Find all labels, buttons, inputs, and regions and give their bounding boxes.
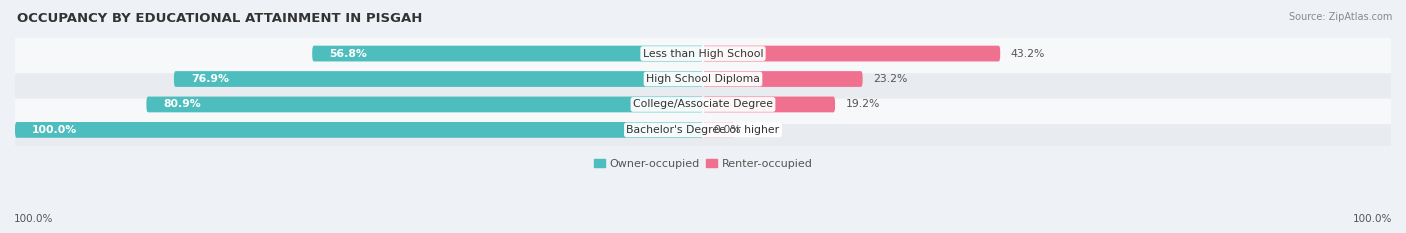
Text: Source: ZipAtlas.com: Source: ZipAtlas.com xyxy=(1288,12,1392,22)
Text: 80.9%: 80.9% xyxy=(163,99,201,110)
FancyBboxPatch shape xyxy=(13,59,1393,99)
Text: College/Associate Degree: College/Associate Degree xyxy=(633,99,773,110)
Text: Bachelor's Degree or higher: Bachelor's Degree or higher xyxy=(627,125,779,135)
FancyBboxPatch shape xyxy=(174,71,703,87)
FancyBboxPatch shape xyxy=(703,122,734,138)
Text: Less than High School: Less than High School xyxy=(643,48,763,58)
FancyBboxPatch shape xyxy=(703,96,835,112)
FancyBboxPatch shape xyxy=(15,122,703,138)
Text: 23.2%: 23.2% xyxy=(873,74,907,84)
FancyBboxPatch shape xyxy=(703,71,863,87)
Text: 76.9%: 76.9% xyxy=(191,74,229,84)
Text: 0.0%: 0.0% xyxy=(713,125,741,135)
Text: OCCUPANCY BY EDUCATIONAL ATTAINMENT IN PISGAH: OCCUPANCY BY EDUCATIONAL ATTAINMENT IN P… xyxy=(17,12,422,25)
FancyBboxPatch shape xyxy=(703,46,1000,62)
Text: 100.0%: 100.0% xyxy=(1353,214,1392,224)
Text: 100.0%: 100.0% xyxy=(32,125,77,135)
FancyBboxPatch shape xyxy=(13,34,1393,73)
Legend: Owner-occupied, Renter-occupied: Owner-occupied, Renter-occupied xyxy=(589,154,817,173)
Text: 19.2%: 19.2% xyxy=(845,99,880,110)
Text: 43.2%: 43.2% xyxy=(1011,48,1045,58)
Text: 100.0%: 100.0% xyxy=(14,214,53,224)
Text: 56.8%: 56.8% xyxy=(329,48,367,58)
FancyBboxPatch shape xyxy=(13,85,1393,124)
FancyBboxPatch shape xyxy=(146,96,703,112)
FancyBboxPatch shape xyxy=(312,46,703,62)
FancyBboxPatch shape xyxy=(13,110,1393,150)
Text: High School Diploma: High School Diploma xyxy=(647,74,759,84)
